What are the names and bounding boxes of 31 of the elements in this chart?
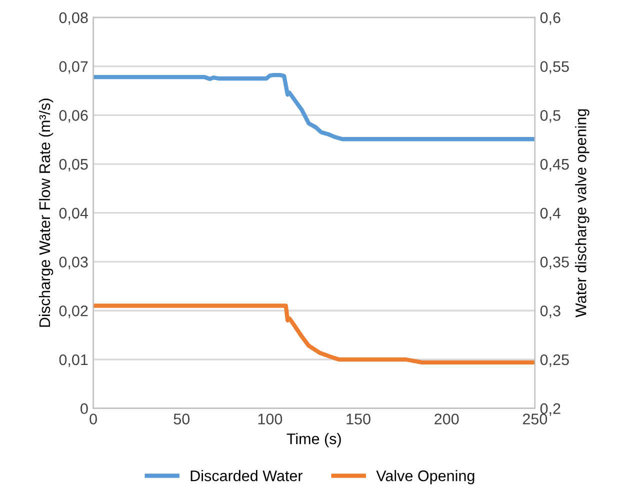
- y-tick-label: 0,01: [59, 354, 88, 367]
- x-tick-label: 0: [90, 414, 97, 424]
- y2-tick-label: 0,35: [540, 256, 569, 270]
- y-axis-title: Discharge Water Flow Rate (m³/s): [38, 98, 54, 327]
- y-tick-label: 0,02: [59, 305, 88, 318]
- y2-tick-label: 0,55: [540, 61, 569, 74]
- y-tick-label: 0,08: [59, 12, 88, 25]
- x-tick-label: 250: [522, 414, 548, 424]
- y2-axis-title: Water discharge valve opening: [575, 109, 590, 318]
- y-tick-label: 0: [80, 403, 88, 414]
- line-series: [93, 304, 535, 365]
- y-tick-label: 0,06: [59, 110, 88, 123]
- y-tick-label: 0,05: [59, 158, 88, 172]
- y2-tick-label: 0,45: [540, 158, 569, 172]
- x-tick-label: 200: [434, 414, 459, 424]
- x-axis-title: Time (s): [286, 433, 341, 448]
- y2-tick-label: 0,6: [540, 12, 560, 25]
- y-tick-label: 0,04: [59, 208, 88, 220]
- x-tick-label: 50: [174, 414, 190, 424]
- x-tick-label: 150: [346, 414, 370, 424]
- line-series: [93, 73, 535, 142]
- y2-tick-label: 0,3: [540, 305, 560, 318]
- y-tick-label: 0,03: [59, 256, 88, 270]
- legend-label: Discarded Water: [190, 470, 303, 482]
- x-tick-label: 100: [258, 414, 282, 424]
- y2-tick-label: 0,2: [540, 403, 560, 416]
- y-tick-label: 0,07: [59, 61, 88, 74]
- y2-tick-label: 0,25: [540, 354, 569, 367]
- legend-label: Valve Opening: [376, 470, 474, 484]
- y2-tick-label: 0,4: [540, 208, 561, 220]
- y2-tick-label: 0,5: [540, 110, 560, 123]
